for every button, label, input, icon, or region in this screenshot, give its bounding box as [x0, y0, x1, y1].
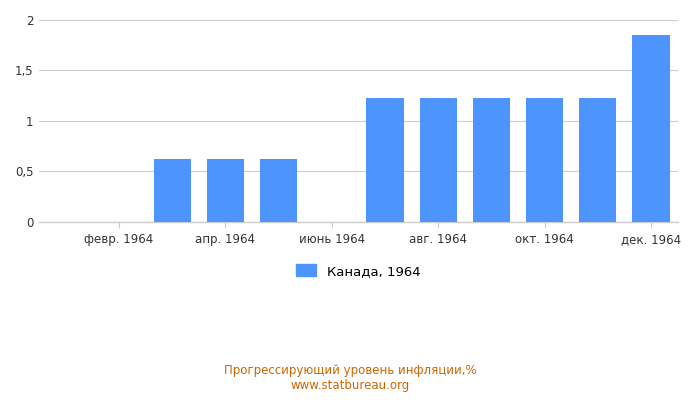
Bar	[153, 159, 191, 222]
Bar	[632, 35, 670, 222]
Bar	[579, 98, 617, 222]
Bar	[473, 98, 510, 222]
Text: Прогрессирующий уровень инфляции,%
www.statbureau.org: Прогрессирующий уровень инфляции,% www.s…	[224, 364, 476, 392]
Bar	[206, 159, 244, 222]
Bar	[366, 98, 404, 222]
Bar	[419, 98, 457, 222]
Bar	[526, 98, 564, 222]
Bar	[260, 159, 298, 222]
Legend: Канада, 1964: Канада, 1964	[296, 264, 420, 278]
